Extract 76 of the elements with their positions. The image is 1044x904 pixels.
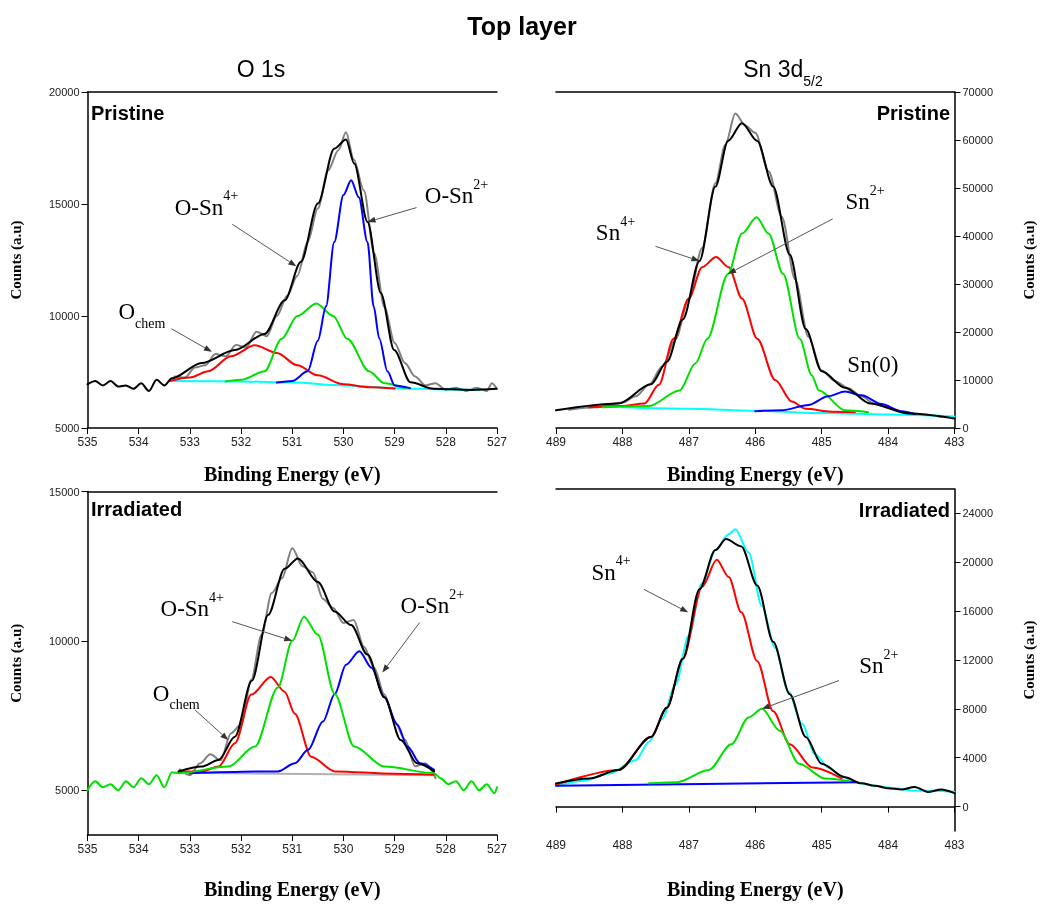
x-tick-label: 489 (545, 435, 567, 449)
x-tick-label: 484 (878, 838, 899, 852)
x-axis-title: Binding Energy (eV) (203, 878, 381, 901)
x-axis-title: Binding Energy (eV) (666, 463, 844, 486)
x-tick-label: 486 (745, 838, 766, 852)
y-tick-label: 15000 (48, 198, 80, 210)
x-tick-label: 483 (944, 838, 965, 852)
y-tick-label: 24000 (962, 507, 994, 520)
y-axis-title: Counts (a.u) (1020, 620, 1038, 700)
line-series (173, 131, 498, 393)
y-tick-label: 16000 (962, 605, 994, 618)
x-tick-label: 487 (678, 838, 700, 852)
y-tick-label: 15000 (48, 485, 80, 498)
line-series (275, 179, 411, 390)
y-tick-label: 0 (962, 800, 969, 813)
y-tick-label: 30000 (962, 278, 994, 290)
x-tick-label: 531 (282, 435, 303, 449)
y-tick-label: 0 (962, 422, 969, 434)
line-series (86, 615, 498, 795)
x-tick-label: 530 (333, 842, 354, 856)
x-tick-label: 534 (128, 435, 150, 449)
line-series (621, 406, 956, 418)
x-tick-label: 486 (745, 435, 766, 449)
y-tick-label: 50000 (962, 182, 994, 194)
x-tick-label: 534 (128, 842, 150, 856)
x-tick-label: 535 (77, 842, 98, 856)
annotation: Pristine (876, 102, 950, 124)
y-tick-label: 10000 (48, 310, 80, 322)
chart-title: Top layer (466, 12, 578, 41)
x-tick-label: 488 (612, 838, 633, 852)
x-tick-label: 531 (282, 842, 303, 856)
x-tick-label: 483 (944, 435, 965, 449)
x-tick-label: 528 (435, 842, 457, 856)
y-tick-label: 70000 (962, 86, 994, 98)
x-tick-label: 489 (545, 838, 567, 852)
y-tick-label: 10000 (48, 634, 80, 647)
annotation: Pristine (91, 102, 165, 124)
y-tick-label: 5000 (55, 422, 80, 434)
x-tick-label: 532 (231, 435, 252, 449)
x-tick-label: 485 (811, 838, 832, 852)
x-tick-label: 530 (333, 435, 354, 449)
x-tick-label: 484 (878, 435, 899, 449)
x-tick-label: 527 (486, 842, 508, 856)
annotation: Irradiated (858, 499, 950, 521)
line-series (168, 344, 396, 390)
line-series (224, 302, 406, 390)
y-tick-label: 10000 (962, 374, 994, 386)
y-axis-title: Counts (a.u) (7, 623, 25, 703)
y-tick-label: 5000 (55, 784, 80, 797)
x-tick-label: 529 (384, 435, 405, 449)
y-axis-title: Counts (a.u) (1020, 220, 1038, 300)
y-tick-label: 20000 (962, 556, 994, 569)
annotation: Irradiated (91, 498, 183, 520)
line-series (754, 390, 916, 416)
chart-subtitle: O 1s (236, 56, 286, 83)
x-tick-label: 535 (77, 435, 98, 449)
x-tick-label: 488 (612, 435, 633, 449)
y-tick-label: 8000 (962, 702, 987, 715)
y-tick-label: 12000 (962, 654, 994, 666)
y-axis-title: Counts (a.u) (7, 220, 25, 300)
x-axis-title: Binding Energy (eV) (203, 463, 381, 486)
annotation: Sn(0) (847, 352, 899, 378)
x-tick-label: 487 (678, 435, 700, 449)
y-tick-label: 20000 (48, 86, 80, 98)
x-tick-label: 528 (435, 435, 457, 449)
x-tick-label: 532 (231, 842, 252, 856)
y-tick-label: 4000 (962, 751, 987, 764)
y-tick-label: 60000 (962, 134, 994, 146)
x-tick-label: 529 (384, 842, 405, 856)
y-tick-label: 20000 (962, 326, 994, 338)
x-axis-title: Binding Energy (eV) (666, 878, 844, 901)
x-tick-label: 527 (486, 435, 508, 449)
x-tick-label: 533 (179, 842, 201, 856)
x-tick-label: 485 (811, 435, 832, 449)
y-tick-label: 40000 (962, 230, 994, 242)
x-tick-label: 533 (179, 435, 201, 449)
